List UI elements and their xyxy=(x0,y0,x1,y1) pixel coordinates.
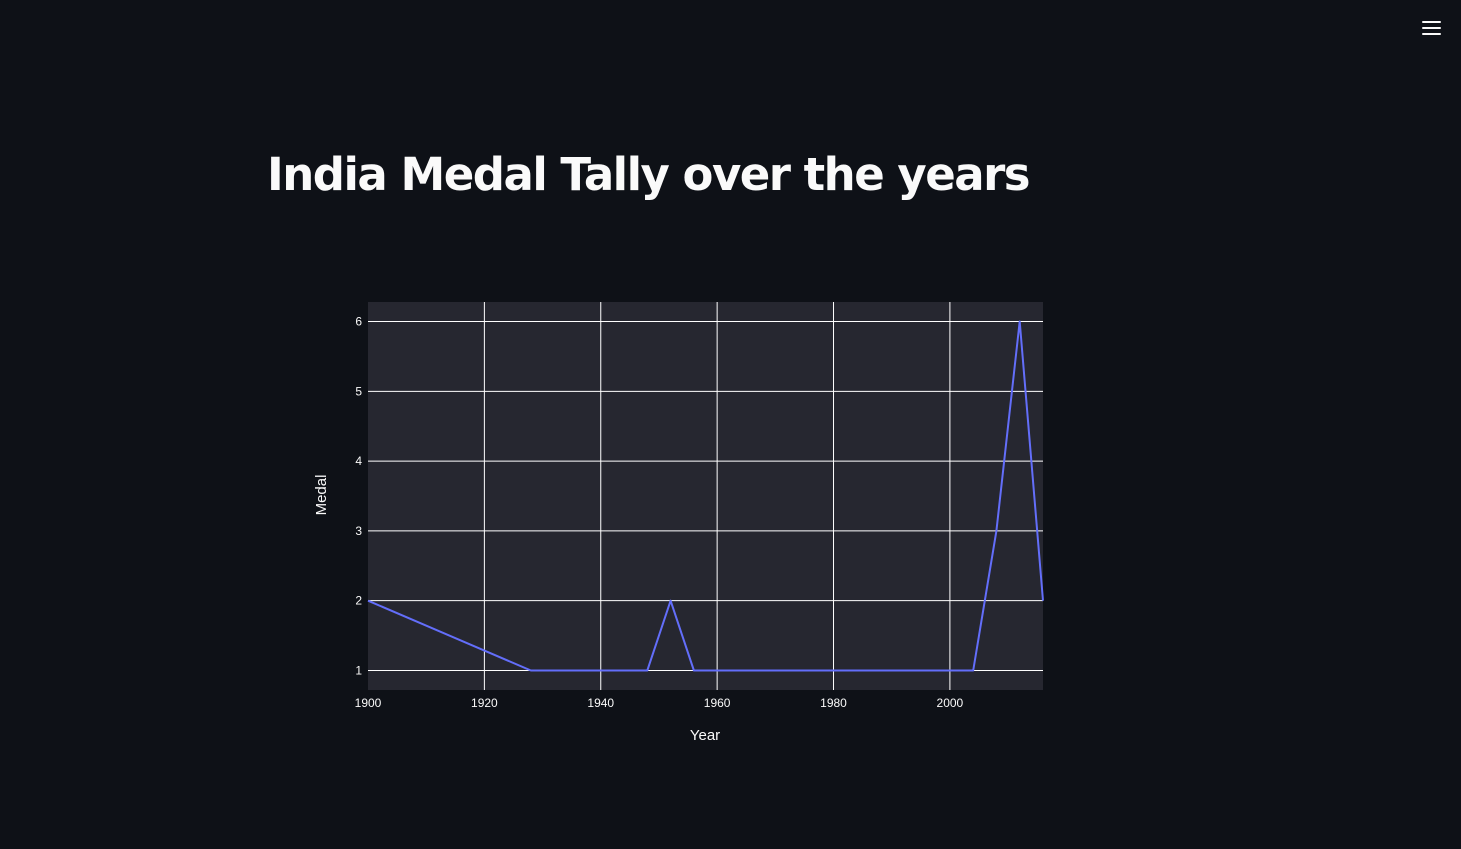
series-layer xyxy=(367,320,1044,672)
x-tick-label: 1980 xyxy=(820,696,847,710)
y-tick-label: 4 xyxy=(355,454,362,468)
y-axis-label: Medal xyxy=(313,475,330,516)
y-tick-label: 6 xyxy=(355,315,362,329)
x-tick-label: 2000 xyxy=(937,696,964,710)
y-tick-label: 2 xyxy=(355,594,362,608)
y-tick-label: 5 xyxy=(355,384,362,398)
y-tick-label: 1 xyxy=(355,663,362,677)
x-tick-label: 1900 xyxy=(355,696,382,710)
x-tick-labels: 1900 1920 1940 1960 1980 2000 xyxy=(355,696,964,710)
page-title: India Medal Tally over the years xyxy=(267,148,1031,201)
x-axis-label: Year xyxy=(690,727,720,744)
x-grid xyxy=(483,302,951,690)
x-tick-label: 1960 xyxy=(704,696,731,710)
x-tick-label: 1920 xyxy=(471,696,498,710)
plot-area xyxy=(368,302,1043,690)
line-chart-svg: 1900 1920 1940 1960 1980 2000 1 2 3 4 5 6 Year Med… xyxy=(313,302,1044,744)
hamburger-menu-icon[interactable] xyxy=(1416,14,1446,42)
x-tick-label: 1940 xyxy=(587,696,614,710)
series-line xyxy=(367,320,1044,672)
line-chart: 1900 1920 1940 1960 1980 2000 1 2 3 4 5 6 Year Med… xyxy=(300,280,1060,760)
y-tick-labels: 1 2 3 4 5 6 xyxy=(355,315,362,678)
y-tick-label: 3 xyxy=(355,524,362,538)
